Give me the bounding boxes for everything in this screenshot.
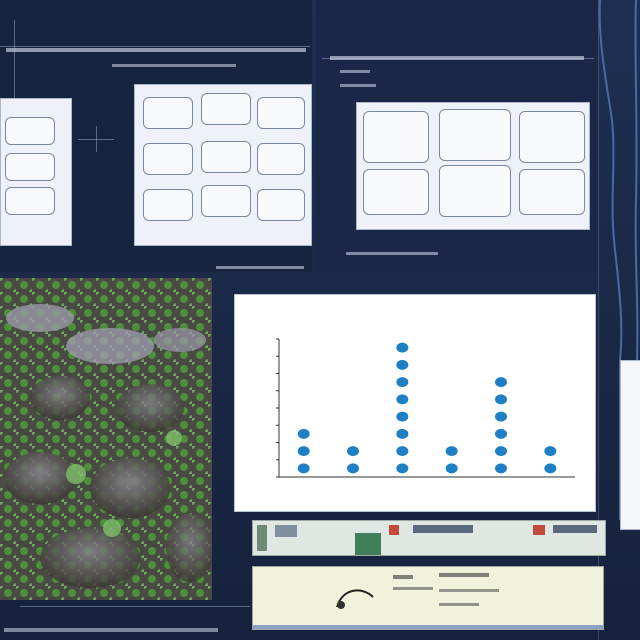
guide-line-top-left bbox=[0, 46, 310, 47]
chart-point bbox=[495, 446, 507, 457]
tile-cell bbox=[143, 189, 193, 221]
left-subheader-text-bar bbox=[112, 64, 236, 67]
guide-line-bottom bbox=[20, 606, 250, 607]
chart-point bbox=[396, 377, 409, 388]
chart-point bbox=[445, 463, 458, 474]
tile-cell bbox=[5, 187, 55, 215]
strip-block bbox=[355, 533, 381, 555]
chart-point bbox=[347, 463, 359, 474]
tile-cell bbox=[439, 165, 511, 217]
diagram-divider bbox=[253, 625, 603, 629]
center-caption-bar bbox=[346, 252, 438, 255]
chart-point bbox=[495, 394, 507, 405]
tile-cell bbox=[257, 189, 305, 221]
microscopy-image bbox=[0, 278, 212, 600]
tile-cell bbox=[201, 93, 251, 125]
tile-cell bbox=[257, 97, 305, 129]
tile-sheet-center-left bbox=[134, 84, 312, 246]
strip-block bbox=[389, 525, 399, 535]
chart-point bbox=[495, 411, 507, 422]
strip-block bbox=[275, 525, 297, 537]
dot-chart bbox=[276, 338, 575, 478]
chart-point bbox=[297, 463, 310, 474]
chart-point bbox=[396, 463, 409, 474]
tile-cell bbox=[5, 153, 55, 181]
chart-point bbox=[396, 394, 409, 405]
tile-cell bbox=[201, 185, 251, 217]
guide-line-v-left bbox=[14, 20, 15, 100]
chart-point bbox=[495, 463, 507, 474]
guide-line-cross-v bbox=[96, 126, 97, 152]
chart-point bbox=[396, 411, 409, 422]
tile-cell bbox=[519, 169, 585, 215]
strip-block bbox=[553, 525, 597, 533]
tile-cell bbox=[363, 169, 429, 215]
guide-line-right bbox=[598, 0, 599, 640]
chart-point bbox=[544, 446, 557, 457]
right-edge-panel bbox=[620, 360, 640, 530]
chart-point bbox=[396, 342, 409, 353]
strip-thumbnail bbox=[257, 525, 267, 551]
center-header-text-bar bbox=[330, 56, 584, 60]
chart-card bbox=[234, 294, 596, 512]
legend-strip bbox=[252, 520, 606, 556]
tile-sheet-left bbox=[0, 98, 72, 246]
left-caption-bar bbox=[216, 266, 304, 269]
chart-point bbox=[396, 428, 409, 439]
center-subheader-text-bar bbox=[340, 70, 370, 73]
chart-point bbox=[495, 428, 507, 439]
strip-block bbox=[413, 525, 473, 533]
diagram-text-bar bbox=[439, 573, 489, 577]
diagram-text-bar bbox=[439, 603, 479, 606]
left-header-text-bar bbox=[6, 48, 306, 52]
tile-cell bbox=[439, 109, 511, 161]
chart-point bbox=[347, 446, 359, 457]
chart-point bbox=[445, 446, 458, 457]
tile-cell bbox=[201, 141, 251, 173]
tile-cell bbox=[143, 97, 193, 129]
center-subheader-text-bar-2 bbox=[340, 84, 376, 87]
tile-cell bbox=[257, 143, 305, 175]
diagram-strip bbox=[252, 566, 604, 630]
diagram-text-bar bbox=[393, 587, 433, 590]
chart-point bbox=[297, 446, 310, 457]
tile-cell bbox=[143, 143, 193, 175]
strip-block bbox=[533, 525, 545, 535]
diagram-text-bar bbox=[439, 589, 499, 592]
chart-point bbox=[297, 428, 310, 439]
tile-cell bbox=[363, 111, 429, 163]
silhouette-icon bbox=[598, 0, 639, 520]
chart-point bbox=[396, 359, 409, 370]
footer-text-bar bbox=[4, 628, 218, 632]
tile-cell bbox=[5, 117, 55, 145]
chart-point bbox=[495, 377, 507, 388]
tile-sheet-center bbox=[356, 102, 590, 230]
diagram-text-bar bbox=[393, 575, 413, 579]
tile-cell bbox=[519, 111, 585, 163]
chart-point bbox=[544, 463, 557, 474]
curve-icon bbox=[336, 589, 374, 609]
chart-point bbox=[396, 446, 409, 457]
